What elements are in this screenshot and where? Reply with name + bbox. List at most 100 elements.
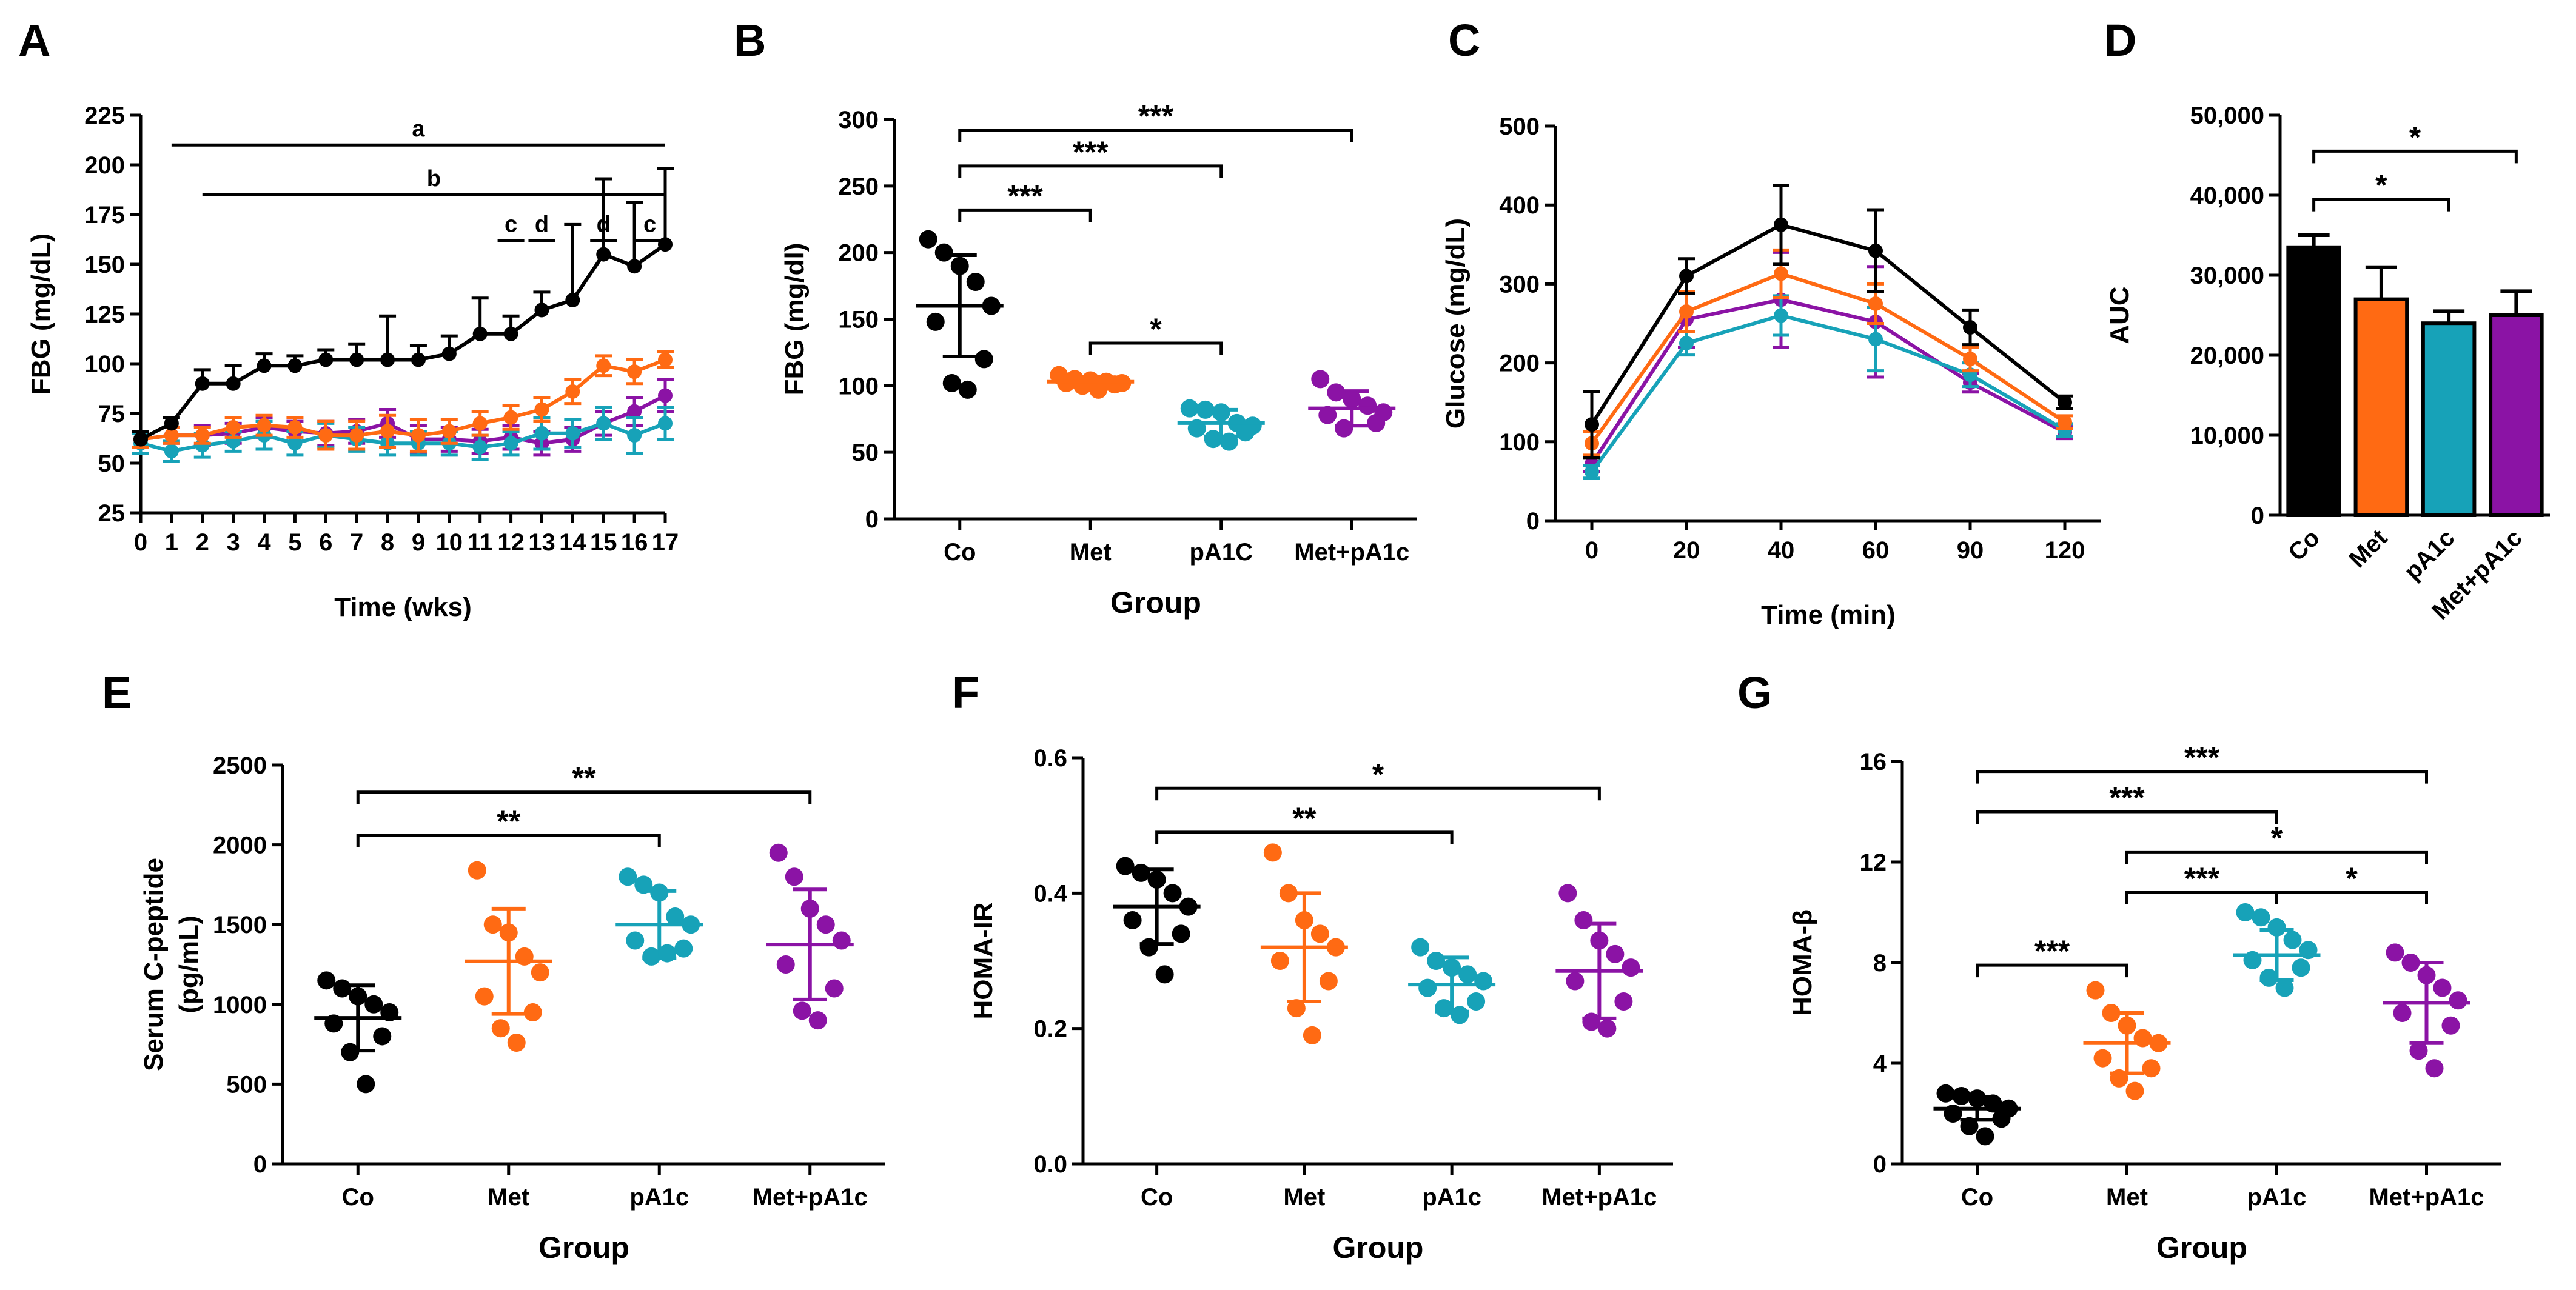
data-point [658,388,673,403]
series-Met [1260,843,1348,1044]
data-point [1180,399,1199,418]
y-tick-label: 0 [865,506,879,533]
data-point [1574,911,1593,929]
significance-label: d [535,212,549,238]
data-point [318,428,334,443]
chart-panel-E: 0 500 1000 1500 2000 2500 Co Met pA1c Met+pA1c ** *… [102,667,885,1265]
significance-label: * [2375,169,2387,202]
data-point [1105,375,1124,394]
data-point [523,1003,542,1021]
data-point [373,1027,392,1046]
data-point [333,979,352,998]
panel-letter: E [102,667,132,718]
y-tick-label: 1500 [213,912,267,938]
y-tick-label: 0 [1526,508,1540,535]
x-tick-label: pA1c [1422,1184,1481,1211]
data-point [596,247,611,262]
x-tick-label: Co [342,1184,374,1211]
series-Met [2083,981,2171,1100]
x-tick-label: 1 [165,529,178,556]
x-tick-label: 12 [497,529,525,556]
significance-label: c [505,212,517,238]
data-point [475,987,494,1006]
y-tick-label: 150 [838,307,879,333]
significance-label: * [2409,120,2421,154]
data-point [658,416,673,431]
x-axis-title: Group [1333,1231,1424,1265]
chart-panel-C: 0 100 200 300 400 500 0 20 40 60 90 120 Time (min) Gl… [1441,15,2101,630]
data-point [317,971,336,990]
data-point [364,995,383,1014]
x-tick-label: 5 [288,529,301,556]
series-Met+pA1c [1583,250,2073,473]
data-point [666,907,685,926]
y-tick-label: 2500 [213,752,267,779]
data-point [1089,380,1108,399]
y-tick-label: 300 [1499,271,1540,298]
data-point [634,875,653,894]
series-Met [1047,366,1135,399]
data-point [1411,938,1430,957]
significance-bracket [356,834,661,847]
y-tick-label: 150 [84,252,125,278]
data-point [195,438,210,453]
x-tick-label: 120 [2045,537,2085,564]
data-point [164,444,179,459]
data-point [2401,954,2420,972]
x-tick-label: 90 [1957,537,1984,564]
y-tick-label: 300 [838,107,879,133]
data-point [619,867,637,886]
x-tick-label: 8 [381,529,394,556]
significance-bracket [1155,830,1454,844]
significance-label: ** [572,761,596,795]
data-point [1236,423,1255,442]
significance-label: * [2271,821,2283,855]
data-point [257,418,272,433]
data-point [1073,376,1092,395]
data-point [793,1001,811,1020]
data-point [195,376,210,391]
significance-label: *** [2109,781,2145,815]
data-point [650,883,669,902]
data-point [1123,911,1142,929]
data-point [287,358,303,373]
x-axis-title: Time (min) [1761,600,1896,630]
series-Met [132,350,674,453]
significance-bracket [2312,198,2450,212]
significance-label: *** [1073,135,1109,169]
y-tick-label: 200 [838,240,879,267]
significance-label: *** [1138,99,1174,133]
series-Co [132,167,674,447]
data-point [627,364,642,379]
data-point [2409,1041,2428,1060]
data-point [1163,884,1182,903]
data-point [1679,269,1694,284]
data-point [627,428,642,443]
data-point [642,947,661,966]
data-point [1358,396,1377,415]
data-point [1270,952,1289,970]
y-axis-title: HOMA-β [1788,909,1817,1016]
data-point [1992,1109,2011,1128]
panel-letter: C [1448,15,1480,65]
data-point [785,867,803,886]
y-tick-label: 200 [1499,350,1540,377]
y-tick-label: 1000 [213,992,267,1018]
x-tick-label: 7 [350,529,363,556]
data-point [1868,296,1883,311]
data-point [565,293,580,308]
x-tick-label: Met [2106,1184,2148,1211]
data-point [674,939,693,958]
data-point [1139,938,1158,957]
data-point [974,350,993,369]
data-point [2425,1059,2444,1078]
data-point [318,352,334,367]
data-point [626,931,645,950]
significance-bracket [958,129,1353,142]
x-tick-label: 16 [621,529,648,556]
data-point [2142,1059,2161,1078]
data-point [1287,999,1306,1018]
x-tick-label: 4 [257,529,271,556]
data-point [1558,884,1577,903]
